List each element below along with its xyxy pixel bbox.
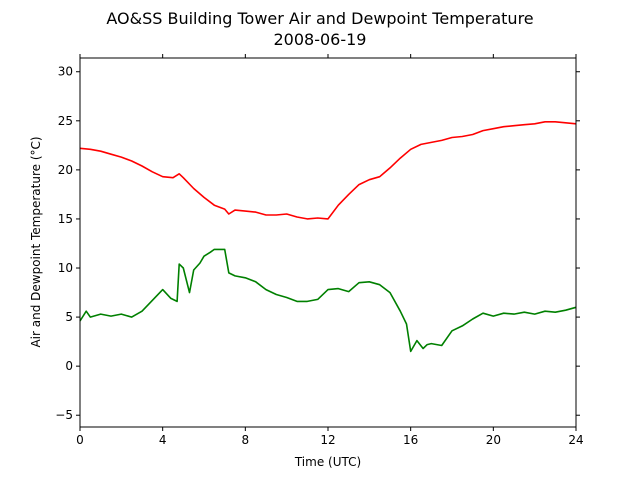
y-tick-label: 5 (65, 310, 73, 324)
series-lines (79, 121, 577, 353)
x-tick-label: 12 (320, 433, 335, 447)
x-tick-label: 20 (486, 433, 501, 447)
series-line-0 (79, 121, 577, 220)
chart-title: AO&SS Building Tower Air and Dewpoint Te… (106, 9, 533, 28)
y-tick-label: 25 (58, 114, 73, 128)
y-tick-label: −5 (55, 408, 73, 422)
x-tick-label: 16 (403, 433, 418, 447)
x-axis-label: Time (UTC) (294, 455, 361, 469)
y-tick-label: 0 (65, 359, 73, 373)
y-tick-label: 30 (58, 65, 73, 79)
x-tick-label: 8 (242, 433, 250, 447)
chart-subtitle: 2008-06-19 (274, 30, 367, 49)
y-tick-label: 10 (58, 261, 73, 275)
y-tick-label: 20 (58, 163, 73, 177)
y-axis-label: Air and Dewpoint Temperature (°C) (29, 136, 43, 347)
x-tick-label: 0 (76, 433, 84, 447)
x-tick-label: 24 (568, 433, 583, 447)
series-line-1 (79, 248, 577, 353)
x-tick-label: 4 (159, 433, 167, 447)
plot-frame (79, 57, 577, 428)
y-tick-label: 15 (58, 212, 73, 226)
